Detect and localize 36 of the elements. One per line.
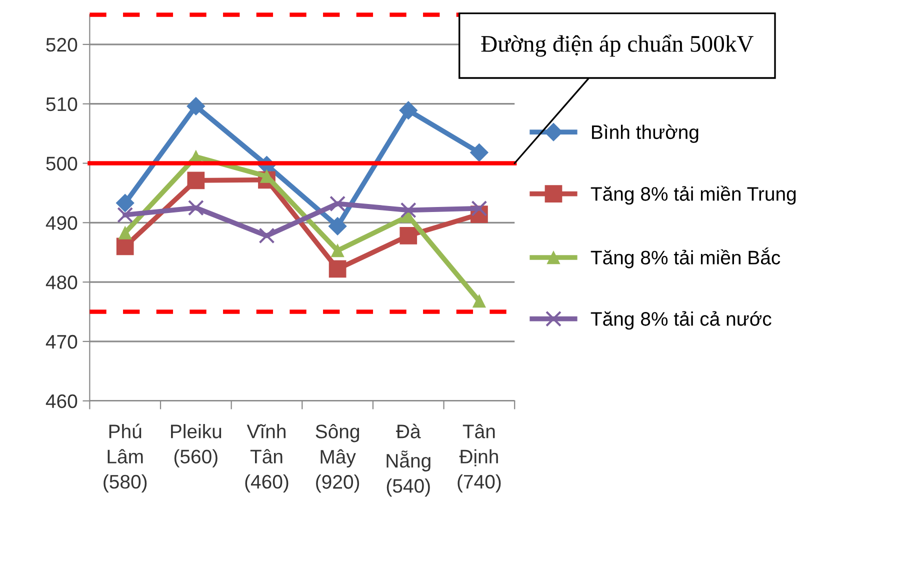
y-tick-label: 510 [46, 97, 78, 112]
point [118, 226, 132, 240]
point [471, 200, 488, 216]
point [330, 244, 344, 258]
point [328, 217, 347, 236]
y-tick-label: 470 [46, 334, 78, 349]
point [187, 172, 205, 190]
x-tick-label: Vĩnh Tân (460) [245, 424, 288, 492]
x-tick-label: Phú Lâm (580) [104, 424, 147, 492]
legend-label: Tăng 8% tải cả nước [590, 311, 772, 330]
point [472, 294, 486, 308]
point [328, 260, 346, 278]
legend-label: Tăng 8% tải miền Bắc [590, 247, 780, 268]
x-tick-label: Tân Định (740) [458, 424, 501, 492]
point [400, 202, 416, 218]
point [188, 200, 204, 216]
point [186, 97, 206, 116]
y-tick-label: 520 [46, 38, 78, 52]
x-tick-label: Sông Mây (920) [316, 424, 360, 493]
point [330, 196, 346, 212]
y-tick-label: 490 [46, 216, 78, 230]
point [470, 143, 488, 162]
point [116, 194, 134, 212]
y-tick-label: 480 [46, 276, 78, 290]
y-tick-label: 500 [46, 156, 78, 170]
y-tick-label: 460 [46, 394, 78, 408]
point [258, 228, 275, 244]
point [400, 227, 418, 244]
x-tick-label: Đà Nẵng (540) [386, 424, 430, 497]
ref-line-label: Đường điện áp chuẩn 500kV [481, 34, 754, 57]
point [117, 206, 134, 223]
x-tick-label: Pleiku (560) [171, 424, 222, 468]
legend-label: Bình thường [592, 124, 698, 143]
legend-label: Tăng 8% tải miền Trung [590, 186, 796, 205]
point [116, 238, 134, 256]
point [399, 101, 418, 120]
